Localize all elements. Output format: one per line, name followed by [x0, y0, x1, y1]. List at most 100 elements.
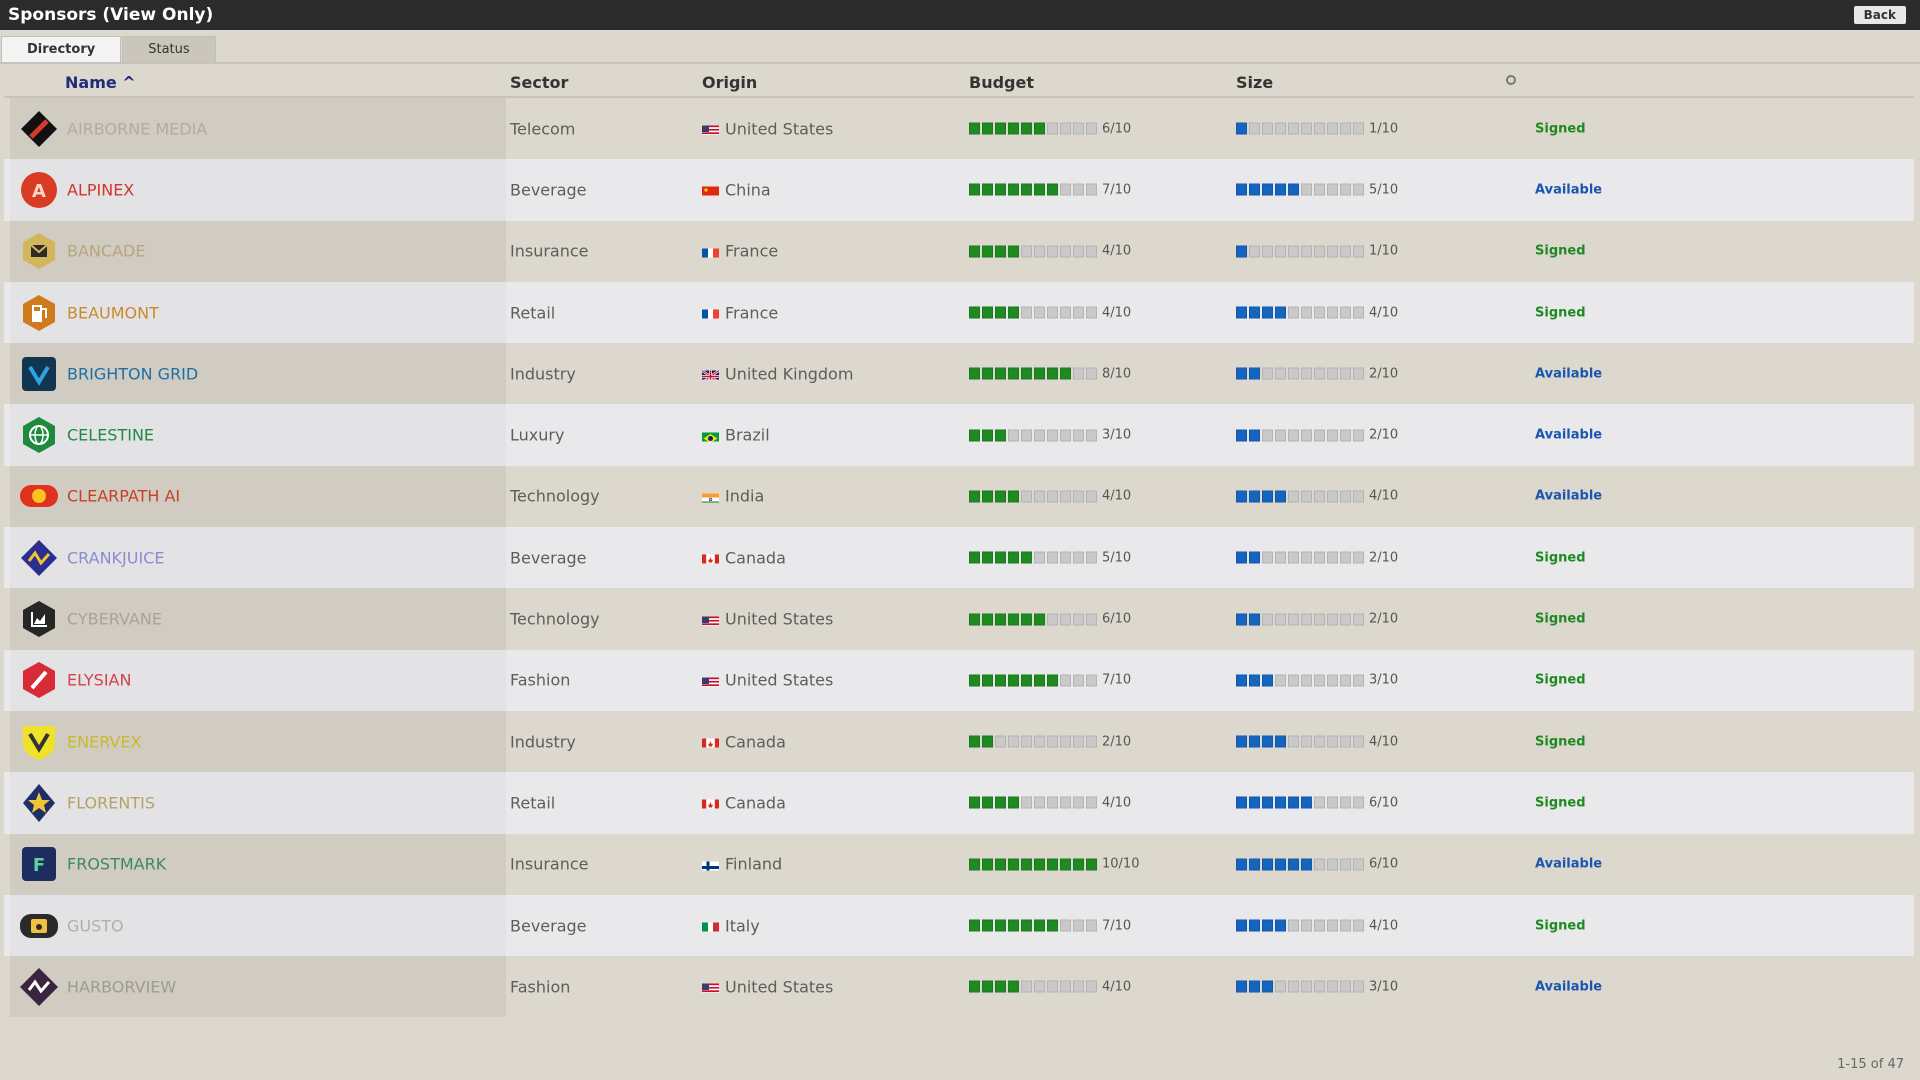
sponsor-name[interactable]: Beaumont [67, 303, 159, 323]
sponsor-name[interactable]: Harborview [67, 977, 177, 997]
status-signed-badge[interactable]: Signed [1535, 918, 1586, 933]
sponsor-name[interactable]: Frostmark [67, 854, 167, 874]
sponsor-name[interactable]: Elysian [67, 670, 132, 690]
table-row[interactable]: Celestine Luxury Brazil 3/10 2/10 Availa… [4, 404, 1914, 466]
budget-segment [969, 429, 980, 442]
table-row[interactable]: Bancade Insurance France 4/10 1/10 Signe… [4, 220, 1914, 282]
size-segment [1275, 674, 1286, 687]
size-segment [1314, 245, 1325, 258]
budget-segment [1086, 551, 1097, 564]
status-available-badge[interactable]: Available [1535, 488, 1603, 504]
table-row[interactable]: Clearpath AI Technology India 4/10 4/10 … [4, 465, 1914, 528]
tab-status[interactable]: Status [122, 36, 216, 63]
sponsor-name[interactable]: Bancade [67, 241, 146, 261]
budget-segment [1021, 490, 1032, 503]
sector-cell: Telecom [510, 119, 576, 139]
budget-segment [1021, 183, 1032, 196]
sponsor-name[interactable]: Enervex [67, 732, 142, 752]
status-signed-badge[interactable]: Signed [1535, 672, 1586, 688]
diamond-icon [19, 109, 59, 149]
column-header-name[interactable]: Name ^ [65, 73, 136, 92]
size-segment [1249, 183, 1260, 196]
budget-segment [1060, 306, 1071, 319]
sector-cell: Retail [510, 303, 556, 323]
size-segment [1340, 183, 1351, 196]
table-row[interactable]: Enervex Industry Canada 2/10 4/10 Signed [4, 710, 1914, 773]
size-bar: 4/10 [1236, 734, 1398, 749]
fuel-pump-icon [19, 293, 59, 333]
tab-directory[interactable]: Directory [1, 36, 122, 63]
origin-country: Brazil [725, 425, 770, 445]
status-signed-badge[interactable]: Signed [1535, 121, 1586, 137]
status-available-badge[interactable]: Available [1535, 366, 1603, 382]
sponsor-name[interactable]: Gusto [67, 916, 124, 935]
table-row[interactable]: Brighton Grid Industry United Kingdom 8/… [4, 343, 1914, 405]
budget-segment [1034, 796, 1045, 809]
budget-bar: 7/10 [969, 918, 1131, 933]
origin-country: Italy [725, 916, 760, 935]
size-segment [1262, 674, 1273, 687]
budget-label: 2/10 [1102, 734, 1132, 750]
status-available-badge[interactable]: Available [1535, 856, 1603, 872]
size-segment [1288, 613, 1299, 626]
status-signed-badge[interactable]: Signed [1535, 734, 1586, 750]
status-signed-badge[interactable]: Signed [1535, 611, 1586, 627]
name-cell: F Frostmark [10, 833, 506, 895]
size-segment [1249, 980, 1260, 993]
budget-segment [1021, 551, 1032, 564]
size-segment [1236, 183, 1247, 196]
budget-segment [1086, 183, 1097, 196]
sector-cell: Insurance [510, 241, 589, 261]
back-button[interactable]: Back [1853, 6, 1906, 24]
sponsor-name[interactable]: Clearpath AI [67, 486, 181, 506]
name-cell: Gusto [10, 894, 506, 957]
status-signed-badge[interactable]: Signed [1535, 305, 1586, 321]
column-header-origin[interactable]: Origin [702, 73, 758, 92]
size-segment [1249, 122, 1260, 135]
status-signed-badge[interactable]: Signed [1535, 550, 1586, 566]
budget-segment [995, 796, 1006, 809]
origin-country: United States [725, 977, 834, 997]
budget-segment [1073, 429, 1084, 442]
sponsor-name[interactable]: Airborne Media [67, 119, 208, 139]
size-segment [1262, 858, 1273, 871]
origin-country: China [725, 180, 771, 200]
table-row[interactable]: Airborne Media Telecom United States 6/1… [4, 98, 1914, 160]
sponsor-name[interactable]: Celestine [67, 425, 155, 445]
column-settings-icon[interactable] [1506, 75, 1516, 85]
sponsor-name[interactable]: Cybervane [67, 609, 162, 629]
table-row[interactable]: Cybervane Technology United States 6/10 … [4, 588, 1914, 650]
size-segment [1327, 919, 1338, 932]
status-signed-badge[interactable]: Signed [1535, 243, 1586, 259]
sponsor-name[interactable]: Crankjuice [67, 548, 165, 568]
flag-ca-icon [702, 797, 719, 809]
status-available-badge[interactable]: Available [1535, 427, 1603, 443]
table-row[interactable]: Harborview Fashion United States 4/10 3/… [4, 956, 1914, 1018]
column-header-sector[interactable]: Sector [510, 73, 569, 92]
name-cell: Cybervane [10, 588, 506, 650]
table-row[interactable]: Beaumont Retail France 4/10 4/10 Signed [4, 281, 1914, 344]
size-label: 4/10 [1369, 734, 1399, 750]
table-row[interactable]: Gusto Beverage Italy 7/10 4/10 Signed [4, 894, 1914, 957]
status-available-badge[interactable]: Available [1535, 979, 1603, 995]
sponsor-name[interactable]: Brighton Grid [67, 364, 199, 384]
table-row[interactable]: Florentis Retail Canada 4/10 6/10 Signed [4, 772, 1914, 834]
size-bar: 4/10 [1236, 489, 1398, 504]
sponsor-name[interactable]: Alpinex [67, 180, 135, 200]
size-bar: 2/10 [1236, 550, 1398, 565]
table-row[interactable]: Elysian Fashion United States 7/10 3/10 … [4, 649, 1914, 711]
table-row[interactable]: Crankjuice Beverage Canada 5/10 2/10 Sig… [4, 527, 1914, 589]
column-header-budget[interactable]: Budget [969, 73, 1034, 92]
flag-it-icon [702, 920, 719, 932]
budget-segment [1021, 245, 1032, 258]
budget-segment [1021, 858, 1032, 871]
tab-divider [0, 62, 1920, 64]
table-row[interactable]: F Frostmark Insurance Finland 10/10 6/10… [4, 833, 1914, 895]
name-cell: Harborview [10, 956, 506, 1018]
table-row[interactable]: A Alpinex Beverage China 7/10 5/10 Avail… [4, 159, 1914, 221]
status-signed-badge[interactable]: Signed [1535, 795, 1586, 811]
status-available-badge[interactable]: Available [1535, 182, 1603, 198]
name-cell: A Alpinex [10, 159, 506, 221]
sponsor-name[interactable]: Florentis [67, 793, 155, 813]
column-header-size[interactable]: Size [1236, 73, 1274, 92]
